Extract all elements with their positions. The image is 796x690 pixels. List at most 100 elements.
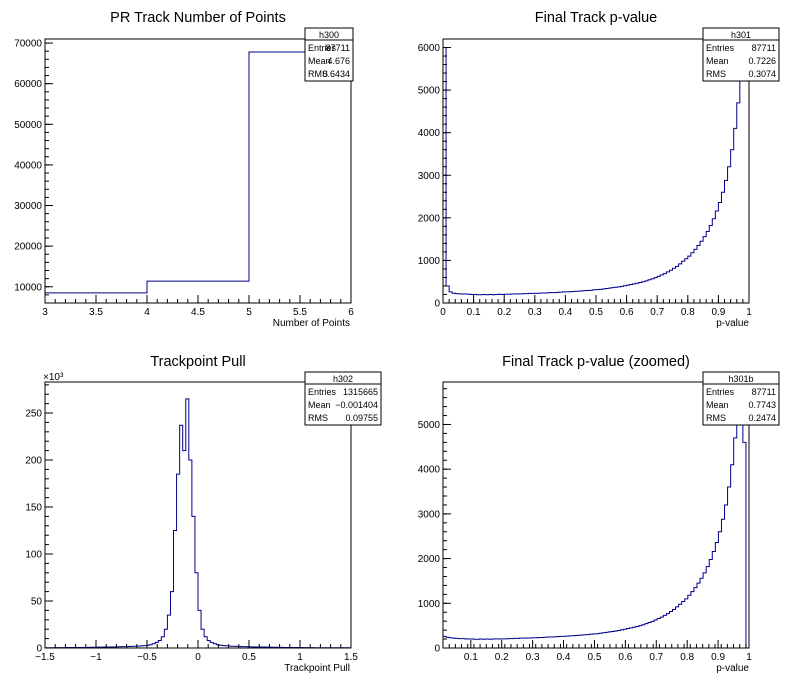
panel-final-pvalue-zoomed: Final Track p-value (zoomed) 0.1 0.2 0.3 0.4… bbox=[418, 354, 780, 674]
stats-box: h302 Entries 1315665 Mean −0.001404 RMS 0.0975… bbox=[304, 371, 382, 426]
y-tick-label: 250 bbox=[25, 409, 42, 420]
y-tick-label: 40000 bbox=[14, 160, 42, 171]
x-tick-label: 0.5 bbox=[588, 652, 602, 663]
stats-box-frame bbox=[304, 27, 354, 82]
x-tick-label: 0.3 bbox=[528, 307, 542, 318]
stats-row-value: 0.3074 bbox=[748, 69, 776, 79]
panel-trackpoint-pull: Trackpoint Pull −1.5 −1 −0.5 0 0.5 1 1.5 0 50 100 1… bbox=[25, 354, 382, 674]
y-tick-label: 10000 bbox=[14, 282, 42, 293]
x-tick-label: 1 bbox=[297, 652, 303, 663]
x-tick-label: 0.1 bbox=[464, 652, 478, 663]
stats-row-value: 87711 bbox=[326, 43, 350, 53]
y-tick-label: 0 bbox=[434, 644, 440, 655]
y-tick-label: 200 bbox=[25, 456, 42, 467]
stats-row-value: 4.676 bbox=[327, 56, 350, 66]
x-tick-label: −1.5 bbox=[35, 652, 55, 663]
stats-row-key: Entries bbox=[706, 43, 735, 53]
y-tick-label: 150 bbox=[25, 503, 42, 514]
y-tick-label: 3000 bbox=[418, 509, 441, 520]
x-tick-label: 0.7 bbox=[649, 652, 663, 663]
x-tick-label: −0.5 bbox=[137, 652, 157, 663]
y-tick-label: 4000 bbox=[418, 465, 441, 476]
y-tick-label: 4000 bbox=[418, 128, 441, 139]
y-tick-label: 6000 bbox=[418, 43, 441, 54]
plot-frame bbox=[442, 381, 750, 649]
x-tick-label: 3 bbox=[42, 307, 48, 318]
x-tick-label: 6 bbox=[348, 307, 354, 318]
x-axis-label: Trackpoint Pull bbox=[284, 663, 350, 674]
y-tick-label: 5000 bbox=[418, 420, 441, 431]
y-exponent-label: ×10³ bbox=[43, 372, 64, 383]
stats-row-key: Entries bbox=[308, 387, 337, 397]
stats-box-name: h301 bbox=[731, 30, 751, 40]
x-tick-label: 3.5 bbox=[89, 307, 103, 318]
x-tick-label: 0.9 bbox=[711, 652, 725, 663]
x-axis-label: Number of Points bbox=[273, 318, 350, 329]
histogram-line bbox=[442, 381, 747, 648]
x-tick-label: 1.5 bbox=[344, 652, 358, 663]
stats-box-frame bbox=[304, 371, 382, 426]
stats-box-name: h302 bbox=[333, 374, 353, 384]
x-tick-label: 0.2 bbox=[497, 307, 511, 318]
stats-row-value: 87711 bbox=[752, 387, 776, 397]
stats-row-key: Entries bbox=[308, 43, 337, 53]
stats-row-key: Mean bbox=[308, 400, 331, 410]
stats-row-value: 1315665 bbox=[343, 387, 378, 397]
y-tick-label: 1000 bbox=[418, 599, 441, 610]
y-tick-label: 1000 bbox=[418, 256, 441, 267]
stats-row-key: Mean bbox=[706, 400, 729, 410]
stats-row-key: RMS bbox=[706, 413, 726, 423]
stats-row-key: Mean bbox=[706, 56, 729, 66]
x-tick-label: 0.7 bbox=[650, 307, 664, 318]
chart-title: Trackpoint Pull bbox=[150, 354, 245, 370]
y-tick-label: 50 bbox=[31, 597, 43, 608]
chart-title: Final Track p-value (zoomed) bbox=[502, 354, 690, 370]
histogram-line bbox=[442, 42, 750, 303]
x-tick-label: 0.8 bbox=[681, 307, 695, 318]
chart-title: Final Track p-value bbox=[535, 10, 658, 26]
x-tick-label: 0.6 bbox=[618, 652, 632, 663]
x-tick-label: 0.4 bbox=[557, 652, 571, 663]
stats-row-key: RMS bbox=[706, 69, 726, 79]
stats-row-key: RMS bbox=[308, 413, 328, 423]
stats-row-value: −0.001404 bbox=[335, 400, 378, 410]
x-tick-label: 0.2 bbox=[495, 652, 509, 663]
stats-row-key: RMS bbox=[308, 69, 328, 79]
x-tick-label: 1 bbox=[746, 652, 752, 663]
y-tick-label: 3000 bbox=[418, 171, 441, 182]
stats-box: h301 Entries 87711 Mean 0.7226 RMS 0.3074 bbox=[702, 27, 780, 82]
y-tick-label: 70000 bbox=[14, 39, 42, 50]
y-tick-label: 20000 bbox=[14, 242, 42, 253]
panel-final-pvalue: Final Track p-value 0 0.1 0.2 0.3 0.4 0.5 0.6 0.… bbox=[418, 10, 780, 329]
stats-row-value: 0.2474 bbox=[748, 413, 776, 423]
y-tick-label: 0 bbox=[36, 644, 42, 655]
x-tick-label: 0.6 bbox=[620, 307, 634, 318]
y-tick-label: 50000 bbox=[14, 120, 42, 131]
stats-row-value: 0.09755 bbox=[345, 413, 378, 423]
stats-box-name: h301b bbox=[728, 374, 753, 384]
panel-pr-npoints: PR Track Number of Points 3 3.5 4 4.5 5 5.5 6 10… bbox=[14, 10, 354, 329]
histogram-line bbox=[44, 398, 352, 649]
stats-box: h301b Entries 87711 Mean 0.7743 RMS 0.2474 bbox=[702, 371, 780, 426]
y-tick-label: 100 bbox=[25, 550, 42, 561]
x-tick-label: 0.3 bbox=[526, 652, 540, 663]
stats-row-value: 87711 bbox=[752, 43, 776, 53]
x-axis-label: p-value bbox=[716, 663, 749, 674]
y-tick-label: 60000 bbox=[14, 79, 42, 90]
x-tick-label: 0.4 bbox=[558, 307, 572, 318]
chart-title: PR Track Number of Points bbox=[110, 10, 286, 26]
x-tick-label: 1 bbox=[746, 307, 752, 318]
stats-box-frame bbox=[702, 371, 780, 426]
stats-row-key: Entries bbox=[706, 387, 735, 397]
stats-row-key: Mean bbox=[308, 56, 331, 66]
x-tick-label: −1 bbox=[90, 652, 102, 663]
y-tick-label: 5000 bbox=[418, 86, 441, 97]
x-tick-label: 0.5 bbox=[589, 307, 603, 318]
x-tick-label: 0.9 bbox=[711, 307, 725, 318]
histogram-line bbox=[45, 51, 351, 294]
x-tick-label: 0.1 bbox=[467, 307, 481, 318]
x-tick-label: 5 bbox=[246, 307, 252, 318]
